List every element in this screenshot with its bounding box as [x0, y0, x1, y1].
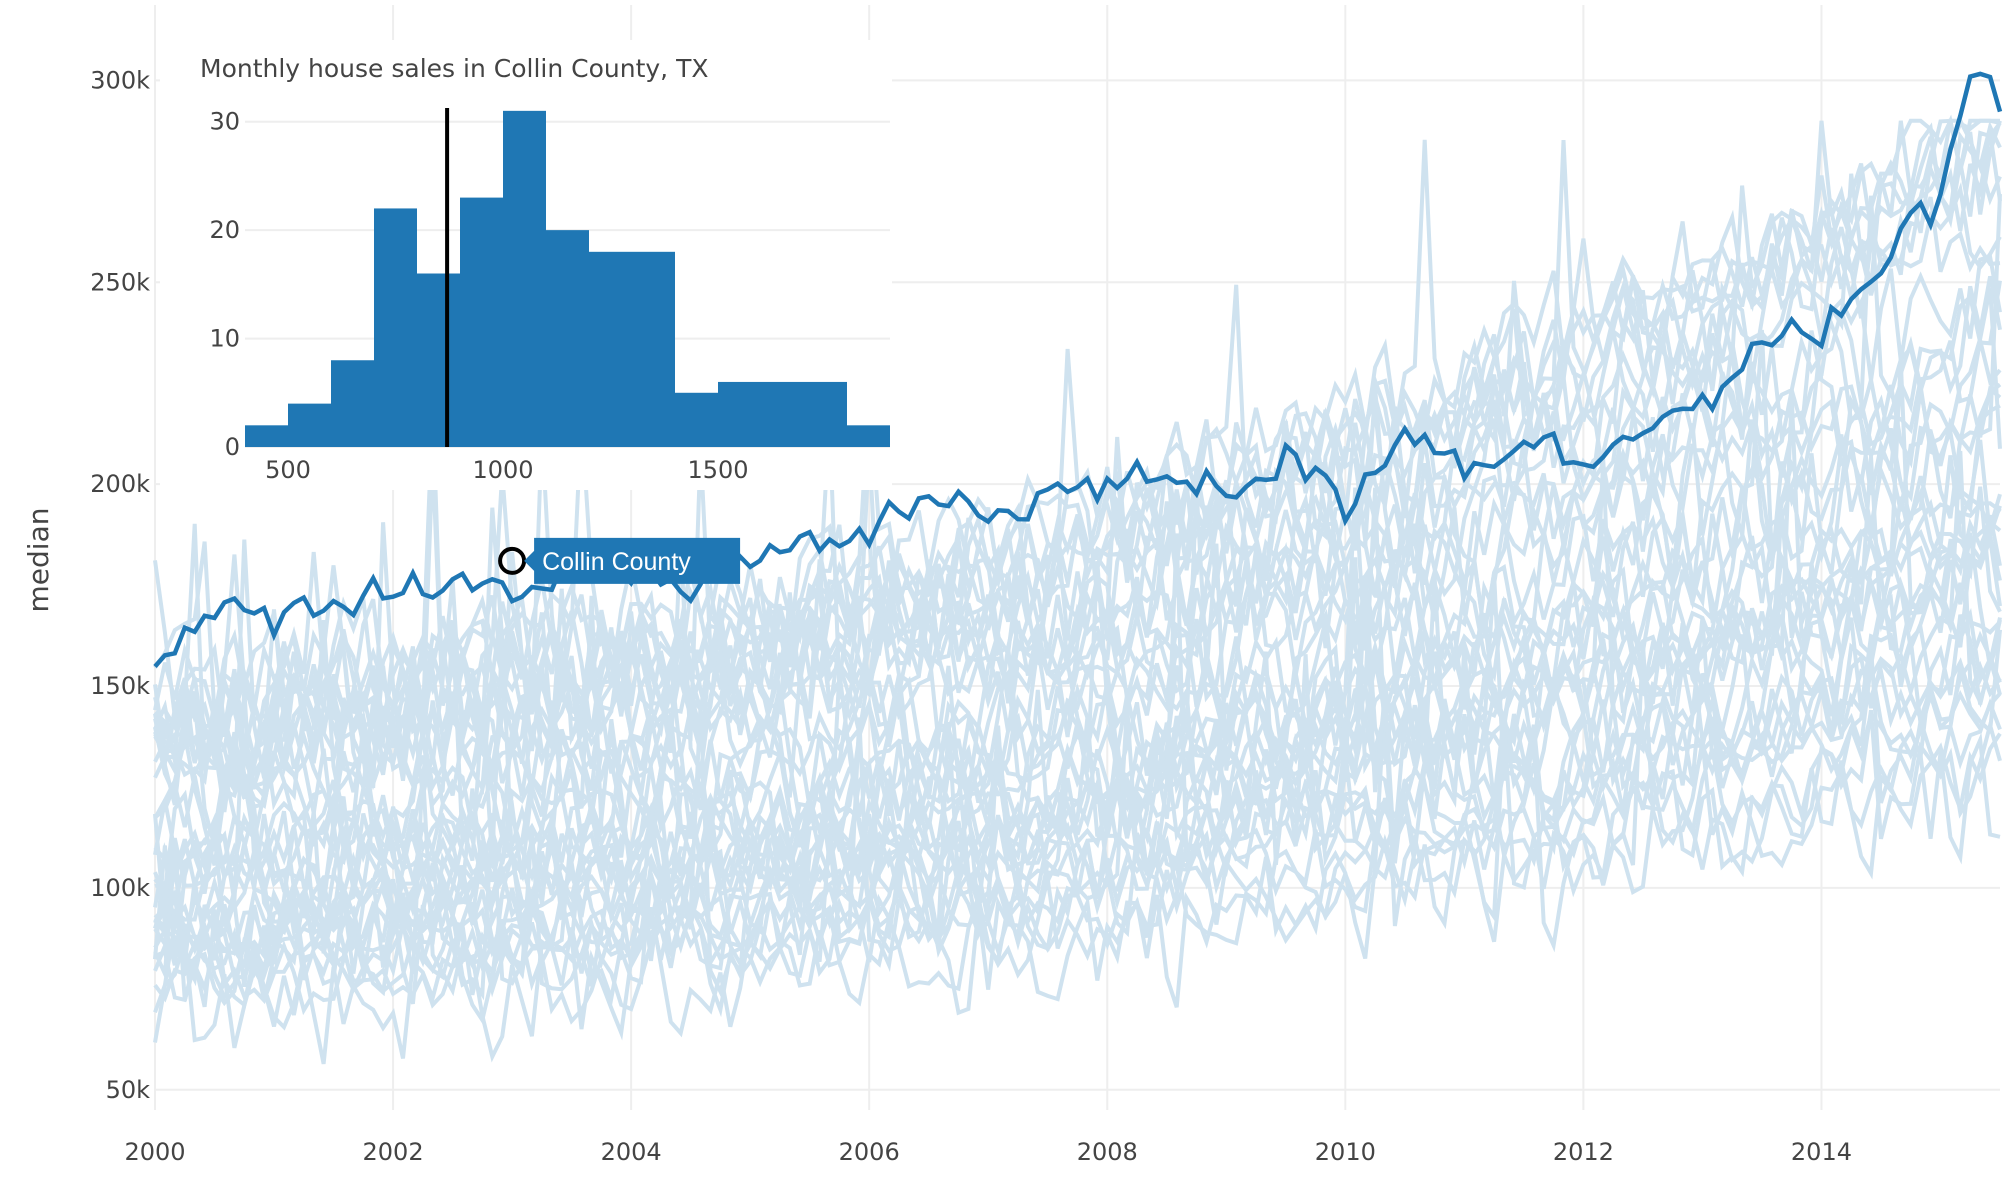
- background-series: [153, 173, 2001, 825]
- background-series: [153, 584, 2002, 1025]
- highlight-series: [153, 71, 2003, 668]
- background-series: [153, 330, 2002, 772]
- background-series: [153, 121, 2002, 816]
- background-series-lines: [153, 114, 2002, 1065]
- background-series: [153, 114, 2000, 728]
- background-series: [153, 340, 2002, 800]
- background-series: [153, 486, 2002, 906]
- background-series: [153, 487, 2002, 944]
- y-tick-label: 50k: [106, 1076, 151, 1104]
- background-series: [153, 709, 2002, 1031]
- background-series: [153, 642, 2002, 997]
- annotation: Collin County: [498, 537, 741, 584]
- x-tick-label: 2004: [601, 1138, 662, 1166]
- y-tick-label: 150k: [90, 672, 150, 700]
- y-axis-title: median: [22, 508, 55, 613]
- annotation-box: [524, 537, 741, 584]
- y-tick-label: 300k: [90, 66, 150, 94]
- main-axes: 50k 100k 150k 200k 250k 300k 2000 2002 2004 2006 2…: [90, 66, 1852, 1166]
- x-tick-label: 2006: [839, 1138, 900, 1166]
- background-series: [154, 647, 2002, 957]
- y-tick-label: 250k: [90, 268, 150, 296]
- y-tick-label: 200k: [90, 470, 150, 498]
- y-tick-label: 100k: [90, 874, 150, 902]
- background-series: [153, 193, 2002, 895]
- x-tick-label: 2002: [363, 1138, 424, 1166]
- x-tick-label: 2008: [1077, 1138, 1138, 1166]
- background-series: [153, 654, 2002, 1002]
- highlight-series-line: [153, 71, 2003, 668]
- annotation-label: Collin County: [542, 548, 691, 576]
- x-tick-label: 2012: [1553, 1138, 1614, 1166]
- x-tick-label: 2000: [124, 1138, 185, 1166]
- x-tick-label: 2010: [1315, 1138, 1376, 1166]
- x-tick-label: 2014: [1791, 1138, 1852, 1166]
